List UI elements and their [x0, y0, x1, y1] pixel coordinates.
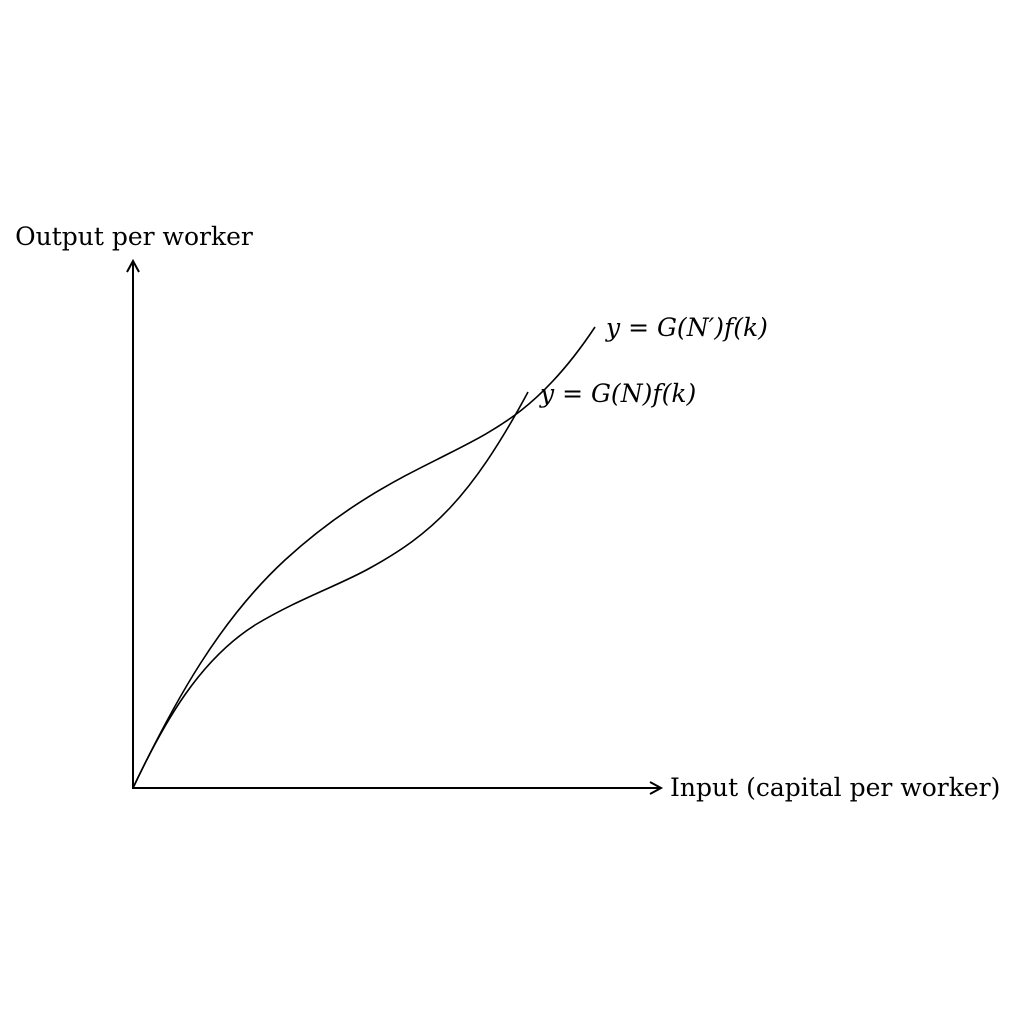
y-axis-label: Output per worker — [15, 222, 253, 251]
y-axis-arrowhead — [126, 258, 140, 273]
axes: Output per worker Input (capital per wor… — [15, 222, 1000, 802]
curves — [132, 326, 596, 789]
curve-g-n — [132, 391, 529, 789]
x-axis-arrowhead — [649, 781, 664, 795]
x-axis-label: Input (capital per worker) — [670, 773, 1000, 802]
label-g-n-prime: y = G(N′)f(k) — [605, 313, 768, 342]
curve-labels: y = G(N′)f(k) y = G(N)f(k) — [539, 313, 768, 408]
label-g-n: y = G(N)f(k) — [539, 379, 696, 408]
